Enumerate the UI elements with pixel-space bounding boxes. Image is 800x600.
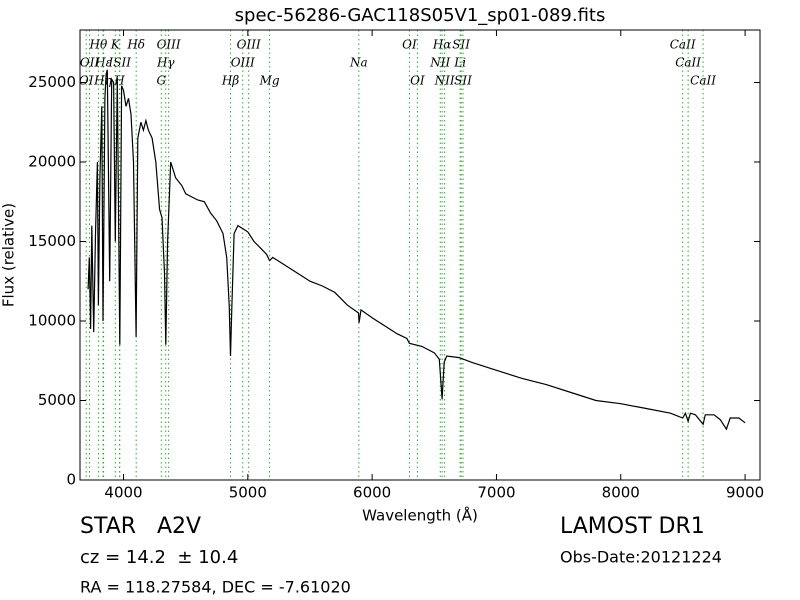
redshift: cz = 14.2 ± 10.4: [80, 547, 238, 568]
spectral-line-label: Hδ: [126, 38, 145, 52]
x-tick-label: 6000: [353, 484, 391, 502]
y-tick-label: 20000: [28, 152, 76, 170]
spectral-line-label: Hα: [432, 38, 452, 52]
x-tick-label: 5000: [229, 484, 267, 502]
y-tick-label: 25000: [28, 73, 76, 91]
spectral-line-label: OI: [402, 38, 417, 52]
spectral-line-label: OIII: [231, 56, 255, 70]
spectral-line-label: OIII: [237, 38, 261, 52]
spectrum: [87, 69, 746, 431]
spectral-line-label: Hθ: [89, 38, 108, 52]
spectral-line-label: CaII: [690, 74, 716, 88]
spectral-line-label: Hγ: [156, 56, 175, 70]
coordinates: RA = 118.27584, DEC = -7.61020: [80, 578, 351, 597]
spectral-line-label: Mg: [259, 74, 280, 88]
spectral-line-label: Hβ: [221, 74, 239, 88]
obs-date: Obs-Date:20121224: [560, 548, 722, 567]
x-tick-label: 7000: [477, 484, 515, 502]
spectral-line-label: OII: [80, 56, 100, 70]
y-tick-label: 15000: [28, 232, 76, 250]
spectral-line-label: OI: [410, 74, 425, 88]
spectral-line-label: NII: [434, 74, 455, 88]
spectral-line-label: OIII: [157, 38, 181, 52]
spectral-line-label: NII: [429, 56, 450, 70]
x-axis-label: Wavelength (Å): [362, 506, 478, 525]
spectral-line-label: CaII: [675, 56, 701, 70]
y-axis-label: Flux (relative): [0, 203, 18, 307]
spectral-line-label: Li: [453, 56, 466, 70]
spectral-line-label: K: [110, 38, 121, 52]
spectral-line-label: Na: [349, 56, 368, 70]
survey: LAMOST DR1: [560, 514, 705, 539]
spectral-line-label: G: [157, 74, 167, 88]
spectral-line-label: SII: [454, 74, 472, 88]
chart-title: spec-56286-GAC118S05V1_sp01-089.fits: [235, 5, 606, 26]
y-tick-label: 0: [66, 471, 76, 489]
x-tick-label: 9000: [726, 484, 764, 502]
spectral-line-label: CaII: [670, 38, 696, 52]
plot-frame: [79, 29, 761, 481]
spectral-line-label: H: [113, 74, 125, 88]
x-tick-label: 8000: [602, 484, 640, 502]
y-tick-label: 5000: [38, 391, 76, 409]
x-tick-label: 4000: [104, 484, 142, 502]
spectral-line-label: Hη: [93, 74, 112, 88]
object-class: STAR A2V: [80, 514, 201, 539]
y-tick-label: 10000: [28, 311, 76, 329]
spectral-line-label: SII: [452, 38, 470, 52]
spectral-line-label: OI: [79, 74, 94, 88]
